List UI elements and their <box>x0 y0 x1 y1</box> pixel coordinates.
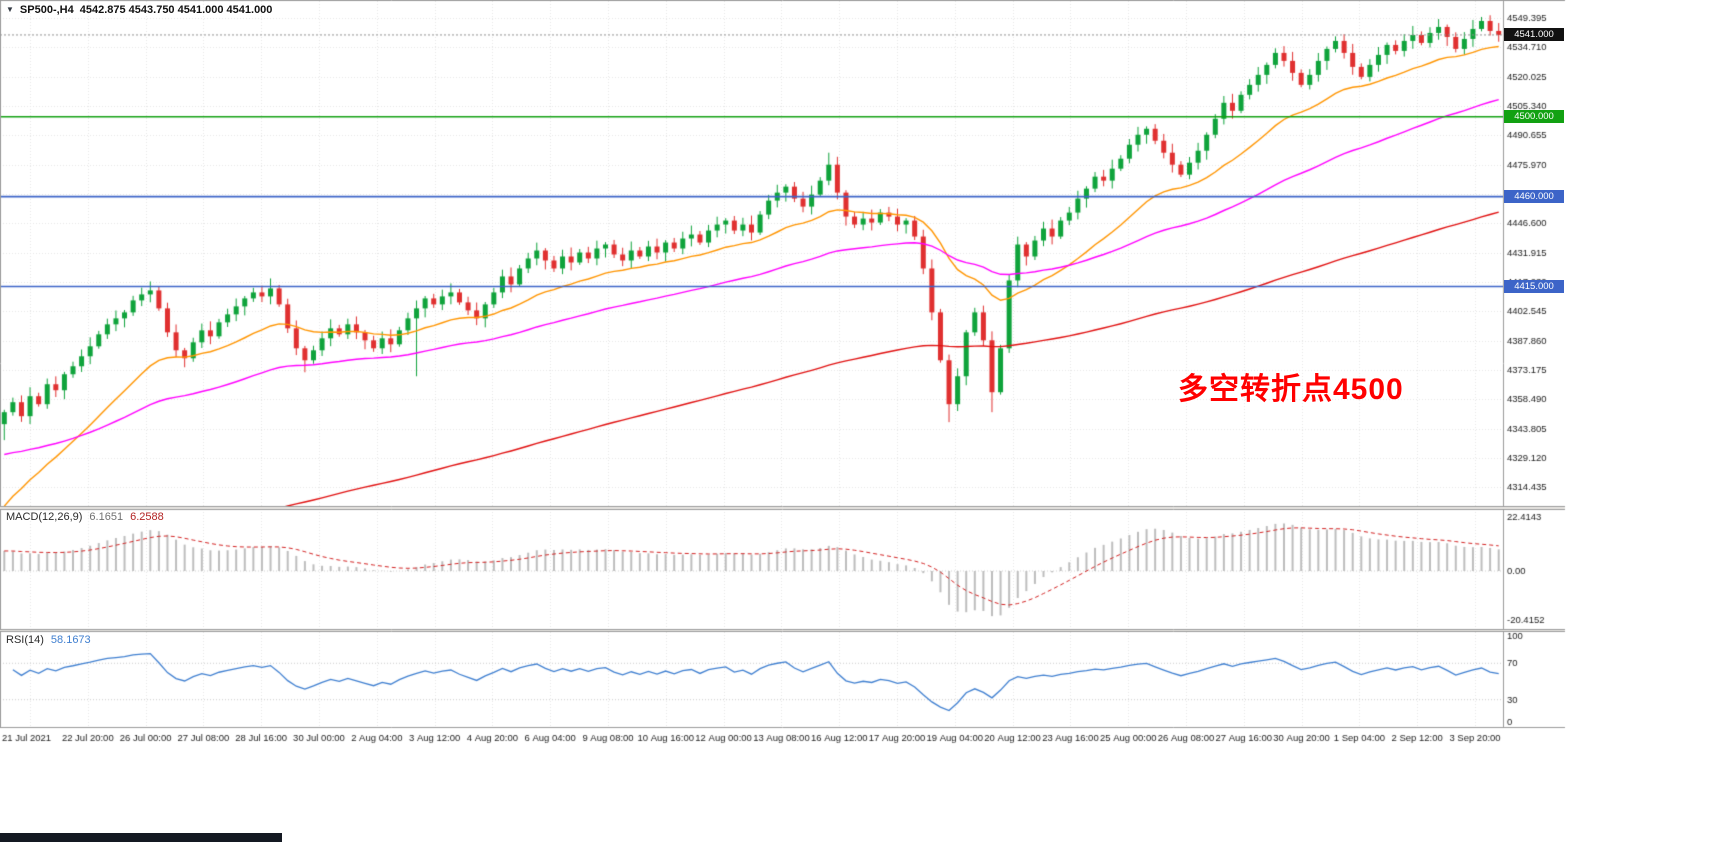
macd-main-value: 6.1651 <box>89 511 124 523</box>
price-chart-canvas[interactable] <box>0 0 1570 752</box>
rsi-name: RSI(14) <box>6 634 44 646</box>
ohlc-readout: 4542.875 4543.750 4541.000 4541.000 <box>79 4 273 16</box>
rsi-value: 58.1673 <box>50 634 91 646</box>
hline-badge-4500: 4500.000 <box>1504 110 1564 124</box>
hline-badge-4415: 4415.000 <box>1504 279 1564 293</box>
rsi-indicator-label: RSI(14) 58.1673 <box>6 634 91 646</box>
macd-indicator-label: MACD(12,26,9) 6.1651 6.2588 <box>6 511 164 523</box>
macd-name: MACD(12,26,9) <box>6 511 83 523</box>
taskbar-fragment <box>0 833 282 842</box>
symbol-info: ▼ SP500-,H4 4542.875 4543.750 4541.000 4… <box>6 4 272 16</box>
symbol-timeframe-label: SP500-,H4 <box>19 4 74 16</box>
one-click-trading-icon[interactable]: ▼ <box>6 5 14 14</box>
current-price-badge: 4541.000 <box>1504 28 1564 42</box>
annotation-text: 多空转折点4500 <box>1178 373 1404 406</box>
hline-badge-4460: 4460.000 <box>1504 190 1564 204</box>
macd-signal-value: 6.2588 <box>130 511 164 523</box>
